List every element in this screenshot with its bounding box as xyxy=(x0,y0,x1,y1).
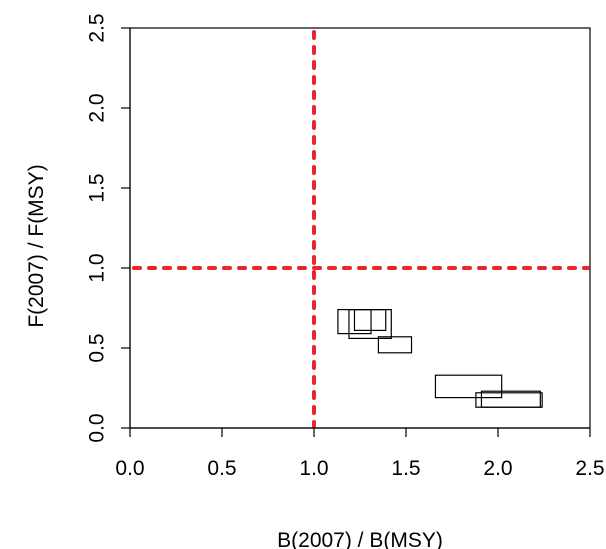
reference-lines xyxy=(132,30,590,428)
y-tick-label: 2.5 xyxy=(86,13,109,42)
x-tick-label: 2.5 xyxy=(575,457,604,480)
plot-area xyxy=(129,27,591,429)
plot-border xyxy=(129,27,591,429)
y-axis-label: F(2007) / F(MSY) xyxy=(25,164,48,327)
x-tick-label: 2.0 xyxy=(483,457,512,480)
axes: 0.0 0.5 1.0 1.5 2.0 2.5 0.0 0.5 1.0 1.5 2.0 2.5 xyxy=(86,13,605,480)
data-box-4 xyxy=(377,336,413,354)
x-tick-label: 0.0 xyxy=(115,457,144,480)
y-tick-label: 0.5 xyxy=(86,333,109,362)
y-tick-label: 2.0 xyxy=(86,93,109,122)
data-box-3 xyxy=(353,309,387,332)
y-tick-label: 1.5 xyxy=(86,173,109,202)
data-box-5 xyxy=(434,374,503,399)
x-tick-label: 0.5 xyxy=(207,457,236,480)
y-tick-label: 1.0 xyxy=(86,253,109,282)
data-box-6 xyxy=(475,392,543,408)
data-boxes xyxy=(337,309,543,408)
y-tick-label: 0.0 xyxy=(86,413,109,442)
x-tick-label: 1.5 xyxy=(391,457,420,480)
x-tick-label: 1.0 xyxy=(299,457,328,480)
data-box-7 xyxy=(480,390,541,408)
x-axis-label: B(2007) / B(MSY) xyxy=(277,529,443,549)
